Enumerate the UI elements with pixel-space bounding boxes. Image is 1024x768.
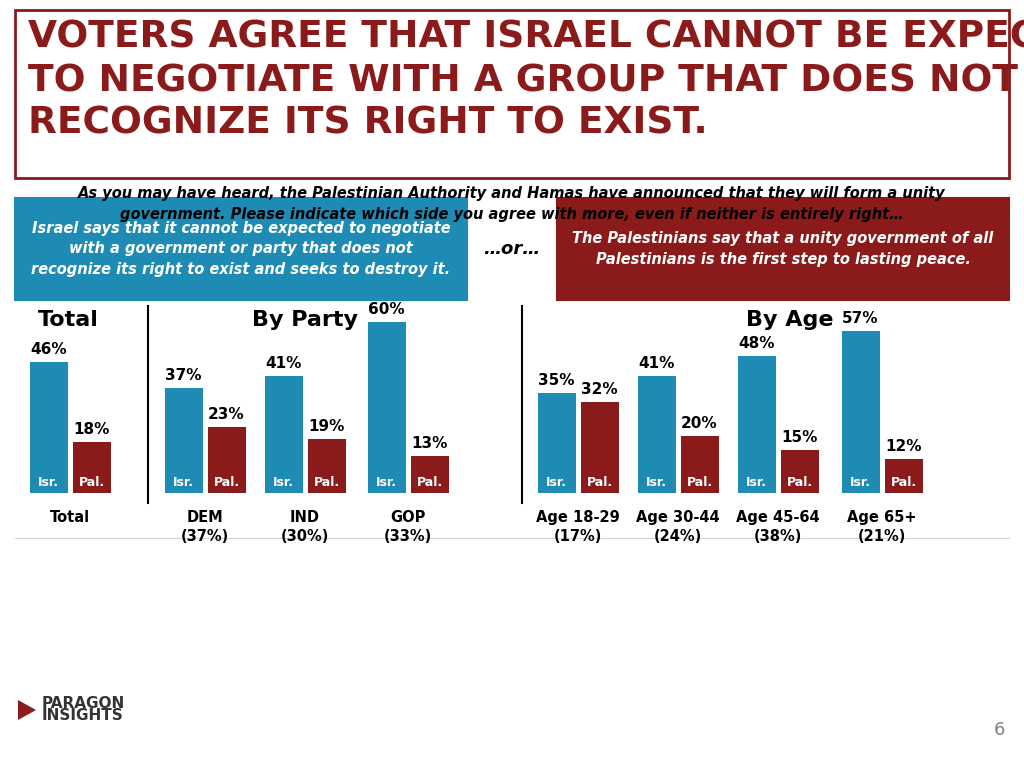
Text: Isr.: Isr.: [273, 476, 294, 489]
Text: The Palestinians say that a unity government of all
Palestinians is the first st: The Palestinians say that a unity govern…: [572, 231, 993, 266]
Text: Total: Total: [38, 310, 98, 330]
Bar: [538, 393, 575, 493]
Bar: [411, 456, 449, 493]
Text: Pal.: Pal.: [686, 476, 713, 489]
Text: Isr.: Isr.: [546, 476, 567, 489]
Text: …or…: …or…: [483, 240, 541, 258]
Text: By Party: By Party: [252, 310, 358, 330]
Text: PARAGON: PARAGON: [42, 696, 125, 710]
Bar: [15, 10, 1009, 178]
Text: VOTERS AGREE THAT ISRAEL CANNOT BE EXPECTED
TO NEGOTIATE WITH A GROUP THAT DOES : VOTERS AGREE THAT ISRAEL CANNOT BE EXPEC…: [28, 20, 1024, 142]
Text: Pal.: Pal.: [313, 476, 340, 489]
Bar: [842, 330, 880, 493]
Text: Age 45-64
(38%): Age 45-64 (38%): [736, 510, 820, 544]
Text: Age 65+
(21%): Age 65+ (21%): [847, 510, 916, 544]
Text: 41%: 41%: [265, 356, 302, 371]
Text: 35%: 35%: [539, 373, 574, 389]
Bar: [165, 388, 203, 493]
Text: 15%: 15%: [781, 430, 818, 445]
Text: 57%: 57%: [843, 310, 879, 326]
Text: 20%: 20%: [681, 416, 718, 431]
Bar: [557, 198, 1009, 300]
Text: Isr.: Isr.: [38, 476, 59, 489]
Text: Isr.: Isr.: [646, 476, 667, 489]
Bar: [368, 322, 406, 493]
Text: Pal.: Pal.: [891, 476, 916, 489]
Text: Isr.: Isr.: [746, 476, 767, 489]
Bar: [73, 442, 111, 493]
Bar: [30, 362, 68, 493]
Text: INSIGHTS: INSIGHTS: [42, 709, 124, 723]
Text: Isr.: Isr.: [173, 476, 194, 489]
Text: As you may have heard, the Palestinian Authority and Hamas have announced that t: As you may have heard, the Palestinian A…: [78, 186, 946, 222]
Bar: [264, 376, 302, 493]
Text: 32%: 32%: [582, 382, 617, 397]
Bar: [737, 356, 775, 493]
Text: 46%: 46%: [30, 342, 67, 357]
Text: Pal.: Pal.: [79, 476, 104, 489]
Text: 48%: 48%: [738, 336, 775, 351]
Text: Isr.: Isr.: [850, 476, 871, 489]
Text: 12%: 12%: [886, 439, 922, 454]
Bar: [581, 402, 618, 493]
Text: 13%: 13%: [412, 436, 447, 451]
Text: DEM
(37%): DEM (37%): [181, 510, 229, 544]
Text: Pal.: Pal.: [587, 476, 612, 489]
Bar: [307, 439, 345, 493]
Polygon shape: [18, 700, 36, 720]
Text: Age 30-44
(24%): Age 30-44 (24%): [636, 510, 720, 544]
Text: Total: Total: [50, 510, 90, 525]
Bar: [780, 450, 818, 493]
Text: Age 18-29
(17%): Age 18-29 (17%): [537, 510, 620, 544]
Bar: [885, 458, 923, 493]
Text: Israel says that it cannot be expected to negotiate
with a government or party t: Israel says that it cannot be expected t…: [32, 221, 451, 277]
Text: Pal.: Pal.: [213, 476, 240, 489]
Text: By Age: By Age: [746, 310, 834, 330]
Text: 18%: 18%: [74, 422, 110, 437]
Text: 23%: 23%: [208, 408, 245, 422]
Text: 19%: 19%: [308, 419, 345, 434]
Text: 41%: 41%: [638, 356, 675, 371]
Text: 37%: 37%: [165, 368, 202, 382]
Text: Isr.: Isr.: [376, 476, 397, 489]
Bar: [15, 198, 467, 300]
Text: Pal.: Pal.: [786, 476, 813, 489]
Text: Pal.: Pal.: [417, 476, 442, 489]
Bar: [681, 436, 719, 493]
Text: 60%: 60%: [369, 302, 404, 317]
Text: 6: 6: [993, 721, 1005, 739]
Text: GOP
(33%): GOP (33%): [384, 510, 432, 544]
Bar: [638, 376, 676, 493]
Bar: [208, 428, 246, 493]
Text: IND
(30%): IND (30%): [281, 510, 329, 544]
